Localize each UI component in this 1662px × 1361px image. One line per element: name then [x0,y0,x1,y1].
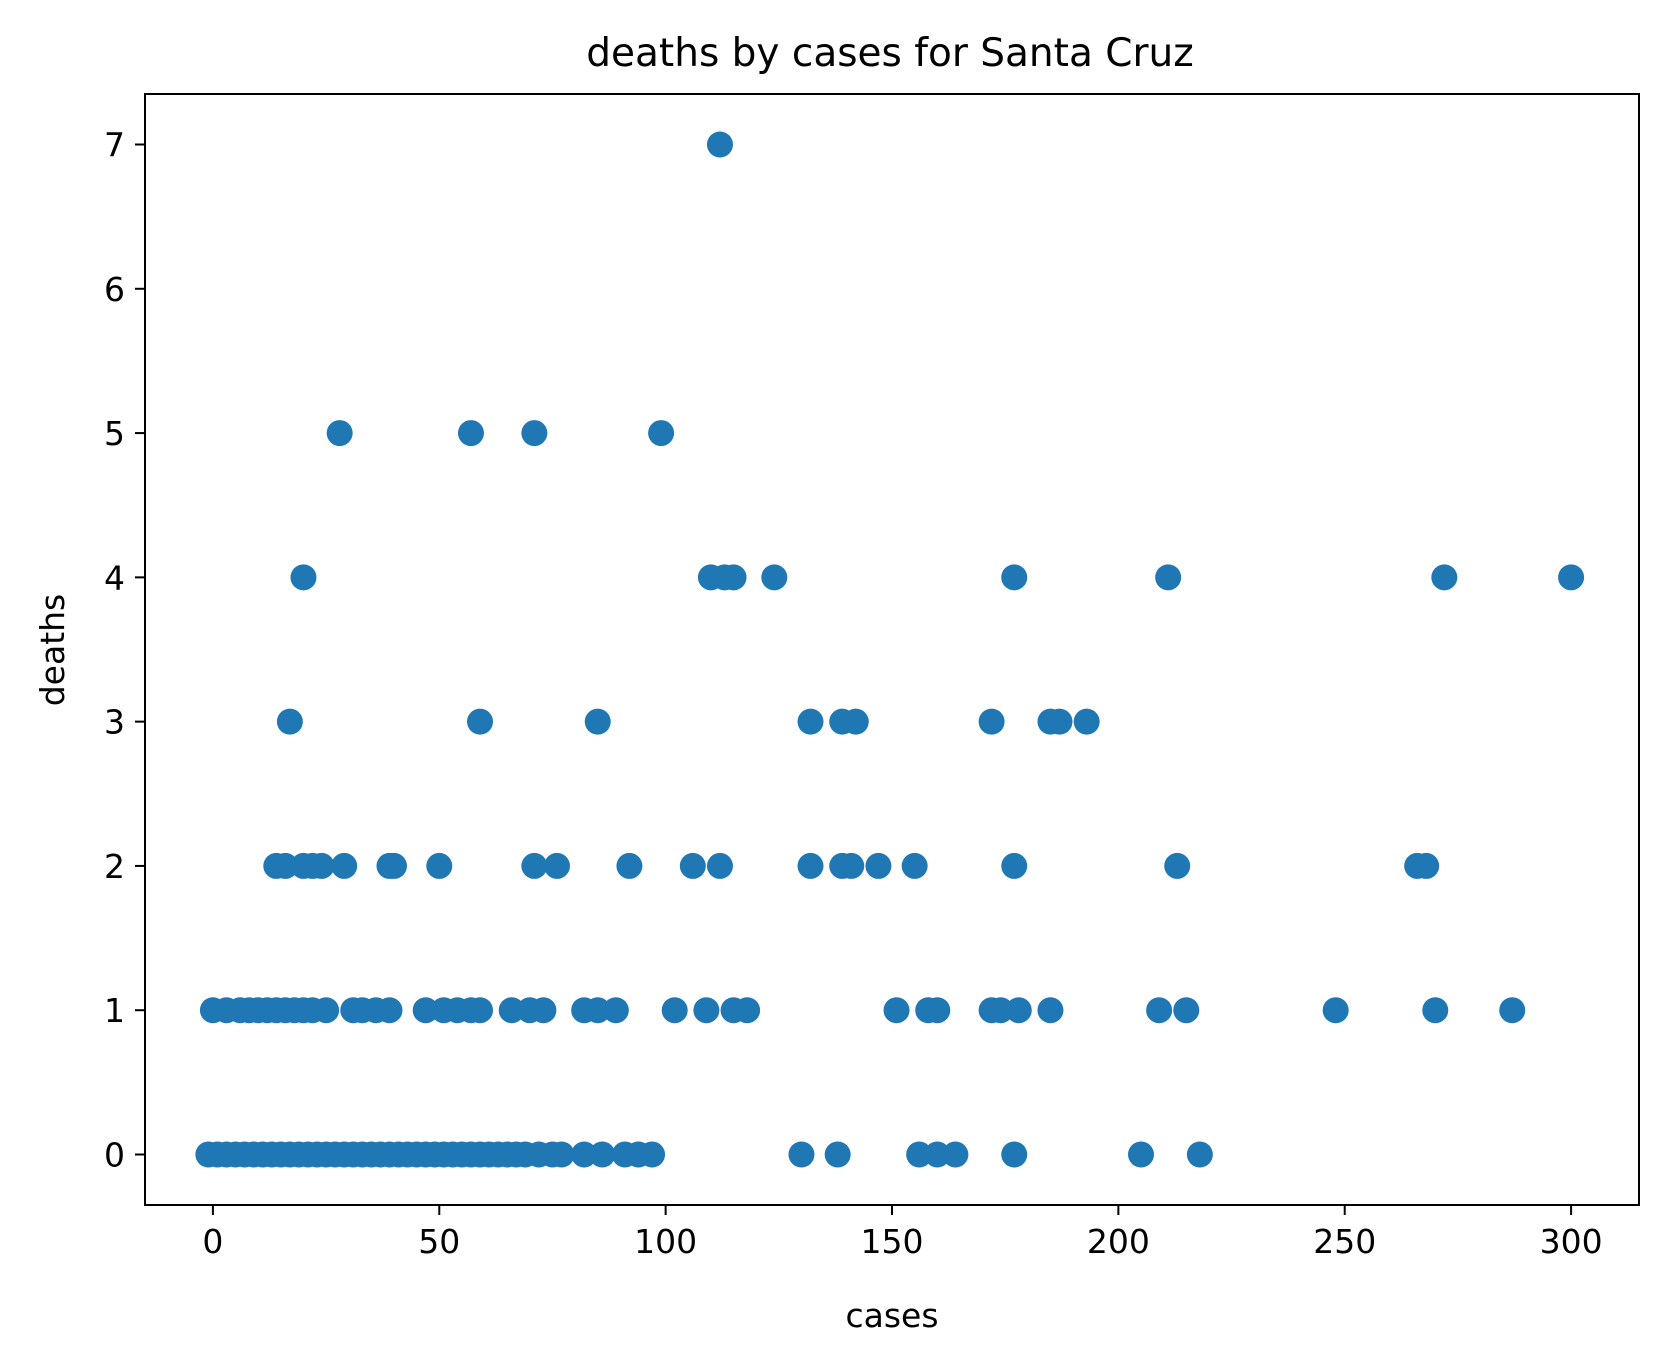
data-point-74 [661,997,688,1024]
data-point-86 [1173,997,1200,1024]
data-point-11 [1155,564,1182,591]
y-tick-label-2: 2 [104,847,125,886]
data-point-29 [331,852,358,879]
plot-frame [144,93,1640,1206]
data-point-22 [1046,708,1073,735]
chart-title: deaths by cases for Santa Cruz [586,31,1193,76]
data-point-46 [1413,852,1440,879]
y-tick-label-5: 5 [104,414,125,453]
data-point-82 [987,997,1014,1024]
data-point-33 [521,852,548,879]
data-point-135 [824,1141,851,1168]
y-tick-label-1: 1 [104,991,125,1030]
data-point-58 [313,997,340,1024]
data-point-80 [924,997,951,1024]
data-point-136 [906,1141,933,1168]
data-point-141 [1186,1141,1213,1168]
data-point-133 [639,1141,666,1168]
data-point-42 [901,852,928,879]
x-tick-label-250: 250 [1313,1222,1376,1261]
data-point-44 [1164,852,1191,879]
data-point-12 [1431,564,1458,591]
data-point-85 [1146,997,1173,1024]
data-point-3 [521,420,548,447]
data-point-137 [924,1141,951,1168]
data-point-73 [602,997,629,1024]
data-point-68 [498,997,525,1024]
data-point-41 [865,852,892,879]
data-point-89 [1499,997,1526,1024]
data-point-129 [571,1141,598,1168]
data-points [195,131,1585,1168]
data-point-134 [788,1141,815,1168]
data-point-32 [426,852,453,879]
data-point-75 [693,997,720,1024]
data-point-87 [1322,997,1349,1024]
x-tick-label-300: 300 [1540,1222,1603,1261]
data-point-130 [589,1141,616,1168]
y-axis-label: deaths [33,594,72,707]
y-tick-label-3: 3 [104,703,125,742]
data-point-16 [584,708,611,735]
data-point-139 [1001,1141,1028,1168]
x-axis-label: cases [845,1296,938,1335]
data-point-128 [548,1141,575,1168]
data-point-84 [1037,997,1064,1024]
x-tick-label-0: 0 [202,1222,223,1261]
data-point-17 [797,708,824,735]
data-point-70 [530,997,557,1024]
data-point-40 [838,852,865,879]
y-tick-label-7: 7 [104,126,125,165]
data-point-67 [467,997,494,1024]
y-tick-label-0: 0 [104,1136,125,1175]
data-point-14 [276,708,303,735]
data-point-63 [412,997,439,1024]
y-tick-label-4: 4 [104,558,125,597]
x-tick-label-50: 50 [418,1222,460,1261]
x-tick-label-100: 100 [634,1222,697,1261]
data-point-20 [978,708,1005,735]
x-tick-label-200: 200 [1087,1222,1150,1261]
data-point-43 [1001,852,1028,879]
x-axis-ticks: 0 50 100 150 200 250 300 [202,1205,1603,1261]
data-point-37 [706,852,733,879]
data-point-13 [1558,564,1585,591]
data-point-5 [290,564,317,591]
data-point-140 [1128,1141,1154,1168]
data-point-0 [706,131,733,158]
data-point-77 [734,997,761,1024]
data-point-15 [467,708,494,735]
data-point-72 [584,997,611,1024]
data-point-9 [761,564,788,591]
x-tick-label-150: 150 [861,1222,924,1261]
data-point-2 [457,420,484,447]
data-point-38 [797,852,824,879]
data-point-138 [942,1141,969,1168]
data-point-34 [543,852,570,879]
data-point-23 [1073,708,1100,735]
data-point-4 [648,420,675,447]
y-tick-label-6: 6 [104,270,125,309]
data-point-35 [616,852,643,879]
data-point-78 [883,997,910,1024]
data-point-83 [1005,997,1032,1024]
data-point-62 [376,997,403,1024]
y-axis-ticks: 0 1 2 3 4 5 6 7 [104,126,145,1175]
data-point-28 [308,852,335,879]
data-point-10 [1001,564,1028,591]
data-point-25 [272,852,299,879]
data-point-31 [381,852,407,879]
data-point-19 [842,708,869,735]
data-point-36 [679,852,706,879]
data-point-1 [326,420,353,447]
data-point-8 [720,564,747,591]
data-point-88 [1422,997,1449,1024]
